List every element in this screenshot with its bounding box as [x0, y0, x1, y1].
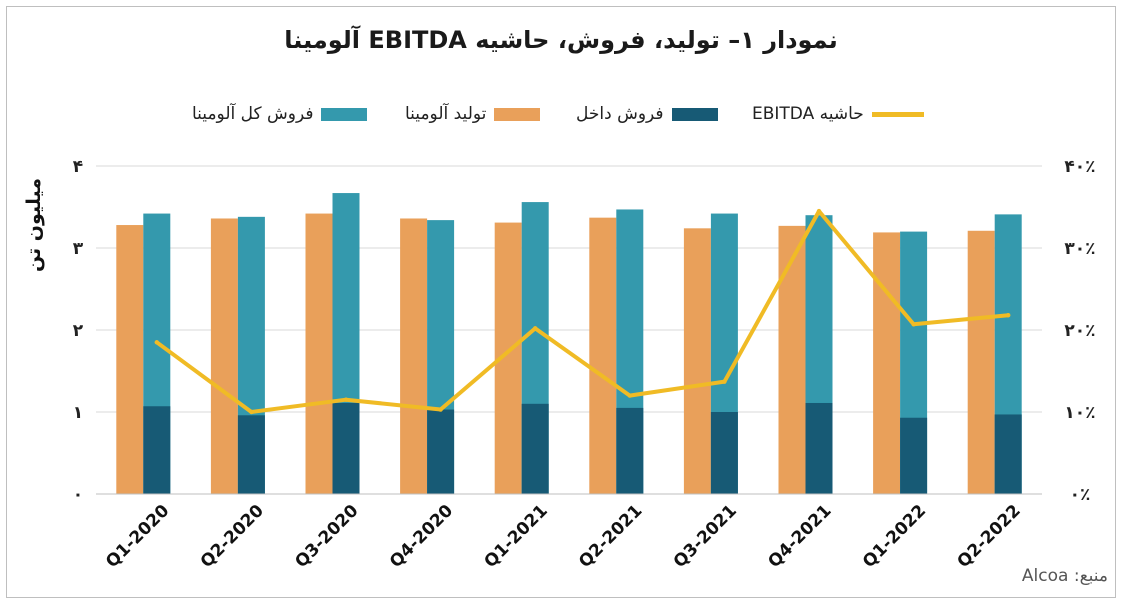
y2-tick-label: ۰٪ — [1070, 485, 1091, 505]
ebitda-point — [249, 409, 254, 415]
legend-swatch-production — [494, 107, 541, 121]
bar-production — [683, 228, 711, 494]
y-tick-label: ۳ — [73, 239, 84, 259]
bar-domestic-sales — [332, 402, 360, 494]
x-tick-label: Q3-2020 — [291, 501, 362, 572]
ebitda-line — [154, 208, 1011, 415]
x-tick-label: Q4-2021 — [764, 501, 835, 572]
legend-label-total-sales: فروش کل آلومینا — [192, 104, 314, 124]
legend-item-total-sales: فروش کل آلومینا — [192, 104, 368, 124]
legend-swatch-ebitda — [871, 111, 924, 117]
ebitda-point — [438, 407, 443, 412]
legend-swatch-domestic — [671, 107, 718, 121]
x-tick-label: Q3-2021 — [670, 501, 741, 572]
ebitda-margin-line — [154, 209, 1011, 414]
bar-production — [305, 213, 333, 494]
legend-label-production: تولید آلومینا — [405, 104, 487, 124]
bar-domestic-sales — [900, 417, 928, 494]
y2-tick-label: ۴۰٪ — [1064, 157, 1095, 177]
x-tick-label: Q2-2021 — [575, 501, 646, 572]
y-axis-title: میلیون تن — [23, 178, 45, 272]
y-tick-label: ۴ — [73, 157, 83, 177]
ebitda-point — [343, 397, 349, 402]
bar-domestic-sales — [427, 409, 455, 494]
y2-tick-label: ۱۰٪ — [1064, 403, 1095, 423]
bar-production — [400, 218, 428, 495]
bars — [116, 193, 1022, 495]
y-tick-label: ۰ — [73, 485, 83, 505]
bar-production — [967, 230, 995, 494]
y2-tick-label: ۲۰٪ — [1064, 321, 1095, 341]
chart-frame — [6, 6, 1116, 598]
x-tick-label: Q1-2020 — [102, 501, 173, 572]
y-tick-label: ۲ — [73, 321, 84, 341]
ebitda-point — [154, 340, 159, 345]
legend-label-domestic: فروش داخل — [576, 104, 664, 124]
chart-title: نمودار ۱– تولید، فروش، حاشیه EBITDA آلوم… — [284, 26, 838, 54]
y-tick-label: ۱ — [73, 403, 83, 423]
ebitda-point — [627, 393, 632, 398]
chart-legend: فروش کل آلومینا تولید آلومینا فروش داخل … — [0, 104, 1122, 128]
legend-item-ebitda: حاشیه EBITDA — [752, 104, 924, 124]
legend-swatch-total-sales — [321, 107, 368, 121]
legend-item-production: تولید آلومینا — [405, 104, 541, 124]
bar-domestic-sales — [994, 414, 1022, 494]
ebitda-point — [722, 379, 727, 384]
ebitda-point — [816, 208, 822, 214]
bar-domestic-sales — [805, 402, 833, 494]
legend-item-domestic: فروش داخل — [576, 104, 718, 124]
x-tick-label: Q1-2021 — [481, 501, 552, 572]
bar-production — [589, 217, 617, 494]
y2-tick-label: ۳۰٪ — [1064, 239, 1095, 259]
bar-domestic-sales — [143, 406, 171, 494]
bar-domestic-sales — [521, 403, 549, 494]
x-tick-label: Q1-2022 — [859, 501, 930, 572]
bar-production — [873, 232, 901, 495]
x-tick-label: Q2-2020 — [197, 501, 268, 572]
ebitda-point — [911, 322, 916, 327]
x-tick-label: Q4-2020 — [386, 501, 457, 572]
ebitda-point — [533, 326, 538, 331]
bar-production — [778, 225, 806, 495]
bar-domestic-sales — [710, 412, 738, 494]
legend-label-ebitda: حاشیه EBITDA — [752, 104, 864, 124]
ebitda-point — [1006, 313, 1011, 318]
bar-production — [116, 225, 144, 495]
bar-domestic-sales — [616, 407, 644, 494]
x-tick-label: Q2-2022 — [954, 501, 1025, 572]
bar-domestic-sales — [237, 415, 265, 494]
source-note: منبع: Alcoa — [1021, 566, 1108, 586]
bar-production — [210, 218, 238, 495]
